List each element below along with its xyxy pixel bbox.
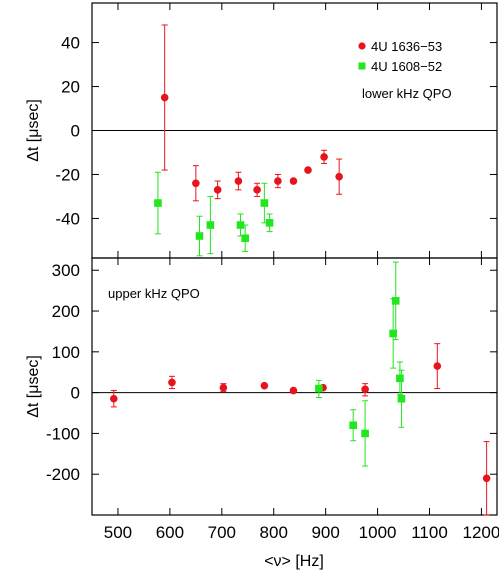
bot-y-tick-label: 300 <box>52 261 80 280</box>
x-tick-label: 800 <box>260 523 288 542</box>
point-4u163653 <box>192 179 200 188</box>
point-4u163653 <box>361 385 369 394</box>
bot-y-tick-label: 200 <box>52 302 80 321</box>
top-panel-annotation: lower kHz QPO <box>362 86 452 101</box>
top-y-axis-label: Δt [μsec] <box>25 99 42 162</box>
point-4u160852 <box>236 221 245 229</box>
point-4u160852 <box>260 199 269 207</box>
point-4u160852 <box>349 421 357 430</box>
bot-y-tick-label: 0 <box>71 384 80 403</box>
x-tick-label: 500 <box>104 523 132 542</box>
bottom-y-axis-label: Δt [μsec] <box>25 355 42 418</box>
point-4u160852 <box>389 329 397 338</box>
point-4u163653 <box>110 394 118 403</box>
x-tick-label: 1100 <box>411 523 448 542</box>
top-y-tick-label: -20 <box>55 165 80 184</box>
legend: 4U 1636−53 4U 1608−52 <box>358 39 442 74</box>
top-y-tick-label: 0 <box>71 122 80 141</box>
legend-marker-4u1608 <box>358 62 366 70</box>
x-tick-label: 900 <box>311 523 339 542</box>
point-4u163653 <box>482 474 491 483</box>
x-tick-label: 1200 <box>463 523 499 542</box>
point-4u163653 <box>274 177 282 185</box>
x-tick-label: 700 <box>208 523 236 542</box>
bottom-panel-frame <box>91 257 498 516</box>
top-y-tick-label: 20 <box>61 78 80 97</box>
point-4u160852 <box>195 232 204 240</box>
point-4u163653 <box>320 153 328 161</box>
top-y-tick-label: 40 <box>61 34 80 53</box>
point-4u160852 <box>391 297 400 305</box>
legend-label-4u1636: 4U 1636−53 <box>371 39 442 54</box>
legend-marker-4u1636 <box>358 42 366 50</box>
point-4u163653 <box>335 172 343 181</box>
point-4u163653 <box>433 362 442 370</box>
top-panel: -40 -20 0 20 40 Δt [μsec] lower kHz QPO <box>25 2 498 259</box>
point-4u160852 <box>361 429 369 438</box>
point-4u163653 <box>160 93 169 102</box>
legend-label-4u1608: 4U 1608−52 <box>371 59 442 74</box>
point-4u160852 <box>241 234 249 243</box>
point-4u160852 <box>154 199 162 207</box>
point-4u163653 <box>289 386 298 395</box>
bot-y-tick-label: -100 <box>46 424 80 443</box>
top-y-tick-label: -40 <box>55 209 80 228</box>
point-4u163653 <box>253 186 261 194</box>
point-4u163653 <box>260 381 269 390</box>
x-axis-label: <ν> [Hz] <box>264 553 324 570</box>
x-tick-label: 600 <box>156 523 184 542</box>
point-4u160852 <box>315 384 323 393</box>
point-4u163653 <box>234 177 243 185</box>
point-4u163653 <box>304 166 312 174</box>
point-4u160852 <box>397 394 406 403</box>
point-4u160852 <box>206 221 215 229</box>
point-4u163653 <box>213 186 222 194</box>
bot-y-tick-label: -200 <box>46 465 80 484</box>
point-4u163653 <box>219 383 228 392</box>
point-4u163653 <box>289 177 298 185</box>
bot-y-tick-label: 100 <box>52 343 80 362</box>
point-4u160852 <box>265 219 274 227</box>
point-4u160852 <box>396 374 404 383</box>
bottom-panel-annotation: upper kHz QPO <box>108 286 200 301</box>
x-tick-label: 1000 <box>359 523 397 542</box>
point-4u163653 <box>168 378 176 387</box>
bottom-panel: -200 -100 0 100 200 300 500 600 700 800 900 1000 110… <box>25 257 499 570</box>
